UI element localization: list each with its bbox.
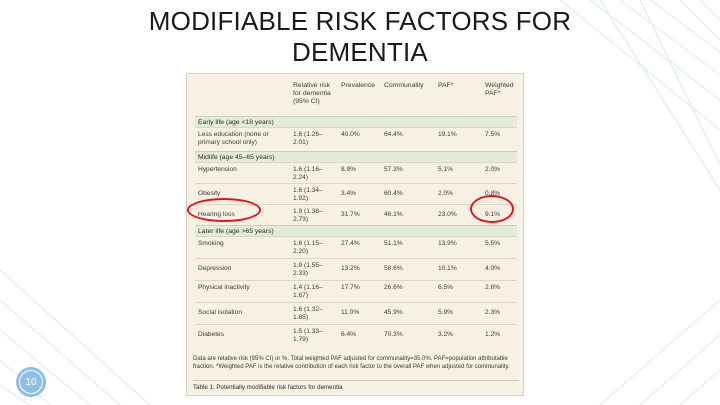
cell-prevalence: 11.0% [341, 309, 360, 316]
table-row: Smoking 1.6 (1.15–2.20) 27.4% 51.1% 13.9… [195, 236, 517, 258]
cell-factor: Smoking [198, 240, 224, 247]
cell-prevalence: 3.4% [341, 190, 357, 197]
cell-relative-risk: 1.9 (1.55–2.33) [293, 262, 323, 277]
header-paf: PAF* [438, 82, 454, 89]
cell-factor: Less education (none or primary school o… [198, 131, 269, 146]
risk-factor-table: Relative risk for dementia (95% CI) Prev… [195, 78, 517, 346]
cell-paf: 2.0% [438, 190, 454, 197]
cell-paf: 5.1% [438, 166, 454, 173]
cell-relative-risk: 1.4 (1.16–1.67) [293, 284, 323, 299]
cell-communality: 64.4% [384, 131, 403, 138]
slide-title-line-1: MODIFIABLE RISK FACTORS FOR [148, 6, 572, 36]
cell-communality: 45.9% [384, 309, 403, 316]
table-row: Less education (none or primary school o… [195, 127, 517, 151]
cell-relative-risk: 1.9 (1.38–2.73) [293, 208, 323, 223]
table-image: Relative risk for dementia (95% CI) Prev… [186, 73, 524, 396]
cell-communality: 57.3% [384, 166, 403, 173]
cell-weighted-paf: 4.0% [485, 265, 501, 272]
section-midlife: Midlife (age 45–65 years) [195, 151, 517, 162]
table-row: Physical inactivity 1.4 (1.16–1.67) 17.7… [195, 280, 517, 302]
header-prevalence: Prevalence [341, 82, 376, 89]
cell-weighted-paf: 2.0% [485, 166, 501, 173]
cell-weighted-paf: 1.2% [485, 331, 501, 338]
cell-prevalence: 17.7% [341, 284, 360, 291]
cell-factor: Depression [198, 265, 232, 272]
cell-relative-risk: 1.6 (1.16–2.24) [293, 166, 323, 181]
section-early-life: Early life (age <18 years) [195, 116, 517, 127]
cell-weighted-paf: 7.5% [485, 131, 501, 138]
cell-paf: 10.1% [438, 265, 457, 272]
cell-prevalence: 31.7% [341, 211, 360, 218]
table-row: Diabetes 1.5 (1.33–1.79) 6.4% 70.3% 3.2%… [195, 324, 517, 346]
cell-communality: 51.1% [384, 240, 403, 247]
cell-prevalence: 27.4% [341, 240, 360, 247]
cell-relative-risk: 1.6 (1.32–1.85) [293, 306, 323, 321]
cell-weighted-paf: 0.8% [485, 190, 501, 197]
cell-prevalence: 40.0% [341, 131, 360, 138]
highlight-circle-weighted-paf [470, 195, 514, 223]
cell-factor: Hypertension [198, 166, 237, 173]
section-later-life: Later life (age >65 years) [195, 225, 517, 236]
page-number-badge: 10 [16, 367, 46, 397]
cell-prevalence: 8.9% [341, 166, 357, 173]
cell-relative-risk: 1.6 (1.15–2.20) [293, 240, 323, 255]
table-row: Obesity 1.6 (1.34–1.92) 3.4% 60.4% 2.0% … [195, 183, 517, 204]
cell-communality: 70.3% [384, 331, 403, 338]
slide-title: MODIFIABLE RISK FACTORS FOR DEMENTIA [100, 6, 620, 68]
cell-factor: Social isolation [198, 309, 242, 316]
cell-weighted-paf: 2.6% [485, 284, 501, 291]
cell-factor: Obesity [198, 190, 221, 197]
cell-factor: Physical inactivity [198, 284, 250, 291]
cell-communality: 60.4% [384, 190, 403, 197]
cell-communality: 26.6% [384, 284, 403, 291]
header-relative-risk: Relative risk for dementia (95% CI) [293, 82, 331, 105]
cell-prevalence: 6.4% [341, 331, 357, 338]
cell-weighted-paf: 2.3% [485, 309, 501, 316]
cell-relative-risk: 1.6 (1.34–1.92) [293, 187, 323, 202]
cell-paf: 3.2% [438, 331, 454, 338]
table-row: Depression 1.9 (1.55–2.33) 13.2% 58.6% 1… [195, 258, 517, 280]
cell-factor: Diabetes [198, 331, 225, 338]
page-number: 10 [19, 370, 43, 394]
cell-paf: 19.1% [438, 131, 457, 138]
cell-paf: 23.0% [438, 211, 457, 218]
cell-paf: 13.9% [438, 240, 457, 247]
header-communality: Communality [384, 82, 424, 89]
cell-communality: 58.6% [384, 265, 403, 272]
table-header-row: Relative risk for dementia (95% CI) Prev… [195, 78, 517, 116]
table-caption: Table 1: Potentially modifiable risk fac… [193, 380, 519, 392]
slide-title-line-2: DEMENTIA [292, 37, 428, 67]
cell-paf: 6.5% [438, 284, 454, 291]
highlight-circle-hearing-loss [187, 198, 261, 222]
cell-paf: 5.9% [438, 309, 454, 316]
cell-prevalence: 13.2% [341, 265, 360, 272]
cell-relative-risk: 1.6 (1.26–2.01) [293, 131, 323, 146]
cell-relative-risk: 1.5 (1.33–1.79) [293, 328, 323, 343]
cell-communality: 46.1% [384, 211, 403, 218]
table-row: Social isolation 1.6 (1.32–1.85) 11.0% 4… [195, 302, 517, 324]
table-footnote: Data are relative risk (95% CI) or %. To… [193, 356, 510, 370]
header-weighted-paf: Weighted PAF* [485, 82, 514, 97]
table-row: Hypertension 1.6 (1.16–2.24) 8.9% 57.3% … [195, 162, 517, 183]
cell-weighted-paf: 5.5% [485, 240, 501, 247]
